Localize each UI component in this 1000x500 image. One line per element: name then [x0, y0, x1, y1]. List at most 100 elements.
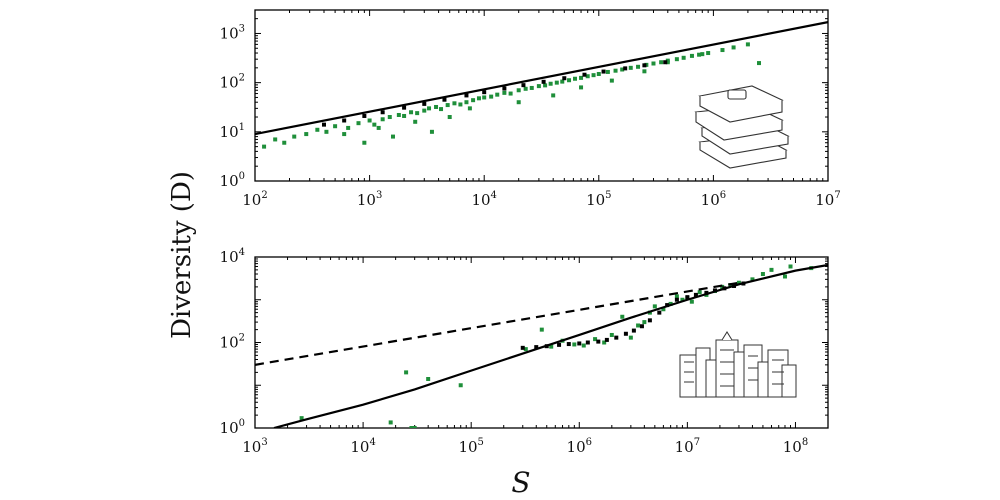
data-point [720, 284, 725, 289]
top-panel: 102 103 104 105 106 107 100 101 102 103 [220, 9, 841, 209]
data-point [409, 110, 414, 115]
data-point [471, 98, 476, 103]
data-point [609, 332, 614, 337]
city-skyline-icon [679, 331, 797, 398]
x-tick-label: 102 [242, 190, 267, 209]
binned-point [623, 66, 628, 71]
data-point [572, 342, 577, 347]
binned-point [657, 310, 662, 315]
data-point [757, 61, 762, 66]
binned-point [422, 101, 427, 106]
x-tick-label: 106 [701, 190, 726, 209]
binned-point [639, 324, 644, 329]
binned-point [562, 76, 567, 81]
binned-point [596, 339, 601, 344]
data-point [434, 104, 439, 109]
data-point [567, 78, 572, 83]
data-point [661, 307, 666, 312]
data-point [665, 60, 670, 65]
x-tick-label: 107 [815, 190, 840, 209]
data-point [620, 314, 625, 319]
y-tick-label: 104 [220, 247, 245, 266]
data-point [388, 420, 393, 425]
data-point [367, 118, 372, 123]
x-tick-label: 103 [357, 190, 382, 209]
data-point [609, 78, 614, 83]
binned-point [663, 60, 668, 65]
data-point [674, 57, 679, 62]
data-point [613, 68, 618, 73]
data-point [452, 101, 457, 106]
data-point [262, 144, 267, 149]
data-point [502, 90, 507, 95]
data-point [782, 274, 787, 279]
books-icon [694, 85, 790, 169]
x-tick-label: 103 [242, 437, 267, 456]
binned-point [321, 122, 326, 127]
y-tick-label: 101 [220, 122, 245, 141]
data-point [422, 108, 427, 113]
x-axis-title: S [511, 466, 530, 499]
binned-point [402, 105, 407, 110]
data-point [362, 140, 367, 145]
data-point [523, 347, 528, 352]
data-point [273, 137, 278, 142]
data-point [697, 52, 702, 57]
data-point [659, 60, 664, 65]
binned-point [614, 335, 619, 340]
binned-point [464, 93, 469, 98]
data-point [700, 52, 705, 57]
binned-point [577, 341, 582, 346]
data-point [404, 370, 409, 375]
data-point [282, 140, 287, 145]
data-point [680, 297, 685, 302]
data-point [387, 115, 392, 120]
data-point [464, 100, 469, 105]
y-tick-label: 102 [220, 73, 245, 92]
data-point [467, 106, 472, 111]
data-point [495, 92, 500, 97]
data-point [529, 85, 534, 90]
data-point [689, 53, 694, 58]
data-point [554, 80, 559, 85]
y-axis-title: Diversity (D) [167, 171, 197, 339]
x-tick-label: 108 [783, 437, 808, 456]
x-tick-label: 105 [586, 190, 611, 209]
binned-point [582, 72, 587, 77]
data-point [372, 122, 377, 127]
data-point [427, 106, 432, 111]
data-point [636, 323, 641, 328]
data-point [636, 64, 641, 69]
binned-point [380, 110, 385, 115]
binned-point [342, 118, 347, 123]
binned-point [601, 69, 606, 74]
data-point [560, 79, 565, 84]
data-point [760, 272, 765, 277]
binned-point [674, 297, 679, 302]
y-tick-label: 100 [220, 418, 245, 437]
data-point [736, 280, 741, 285]
data-point [356, 121, 361, 126]
y-tick-label: 100 [220, 171, 245, 190]
data-point [396, 112, 401, 117]
data-point [539, 327, 544, 332]
data-point [551, 93, 556, 98]
plot-data [255, 263, 828, 428]
data-point [333, 124, 338, 129]
data-point [508, 91, 513, 96]
data-point [299, 416, 304, 421]
data-point [543, 83, 548, 88]
data-point [668, 301, 673, 306]
data-point [769, 267, 774, 272]
fit-line-dashed [255, 281, 740, 366]
binned-point [541, 79, 546, 84]
data-point [681, 55, 686, 60]
data-point [415, 111, 420, 116]
data-point [445, 103, 450, 108]
data-point [579, 85, 584, 90]
data-point [346, 125, 351, 130]
data-point [439, 107, 444, 112]
y-tick-label: 102 [220, 333, 245, 352]
fit-line [255, 21, 828, 136]
data-point [402, 113, 407, 118]
